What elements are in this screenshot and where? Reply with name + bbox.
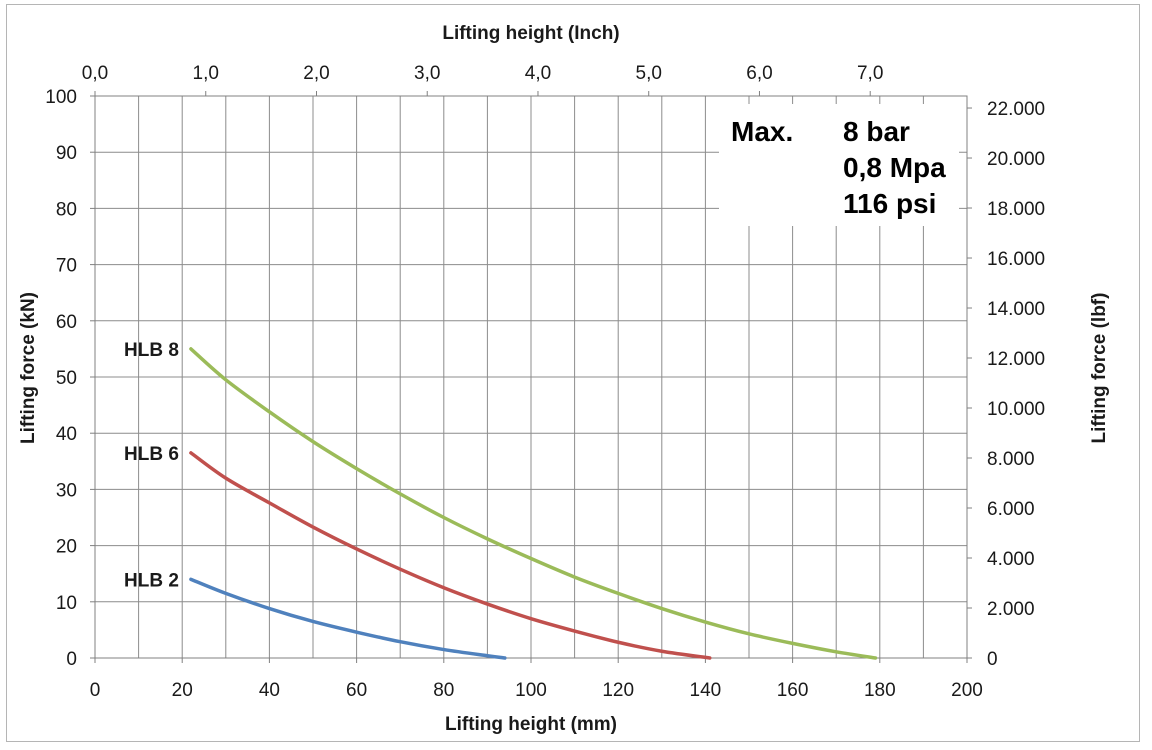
- spec-box: [719, 104, 959, 226]
- y-right-tick-label: 10.000: [987, 399, 1045, 420]
- y-tick-label: 100: [45, 87, 77, 108]
- y-tick-label: 40: [56, 424, 77, 445]
- spec-pressure-mpa: 0,8 Mpa: [843, 152, 946, 183]
- series-label-hlb-2: HLB 2: [124, 570, 179, 591]
- y-right-tick-label: 12.000: [987, 349, 1045, 370]
- y-right-tick-label: 4.000: [987, 549, 1035, 570]
- series-line-hlb-8: [189, 347, 878, 660]
- lifting-force-chart: 0 20 40 60 80 100 120 140 160 180 2000102030405060…: [18, 23, 1110, 735]
- x-tick-label: 180: [864, 680, 896, 701]
- spec-pressure-psi: 116 psi: [843, 188, 936, 219]
- y-right-tick-label: 6.000: [987, 499, 1035, 520]
- x-tick-label: 100: [515, 680, 547, 701]
- chart-frame: 0 20 40 60 80 100 120 140 160 180 200 0 10 20 30 40 50 60…: [6, 4, 1140, 742]
- data-series: [189, 347, 878, 660]
- x-tick-label: 40: [259, 680, 280, 701]
- series-line-hlb-2: [189, 577, 507, 660]
- y-right-tick-label: 8.000: [987, 449, 1035, 470]
- spec-pressure-bar: 8 bar: [843, 116, 910, 147]
- x-top-tick-label: 7,0: [857, 63, 883, 84]
- y-axis-right-title: Lifting force (lbf): [1089, 293, 1110, 444]
- y-right-tick-label: 2.000: [987, 599, 1035, 620]
- x-axis-top-title: Lifting height (Inch): [442, 23, 619, 44]
- x-top-tick-label: 2,0: [303, 63, 329, 84]
- y-axis-left-title: Lifting force (kN): [18, 292, 39, 444]
- x-top-tick-label: 4,0: [525, 63, 551, 84]
- series-labels: HLB 2 HLB 6 HLB 8: [124, 340, 179, 591]
- y-right-tick-label: 0: [987, 649, 998, 670]
- gridlines: [94, 95, 968, 659]
- series-line-hlb-6: [189, 451, 712, 660]
- x-tick-label: 140: [690, 680, 722, 701]
- y-tick-label: 50: [56, 368, 77, 389]
- x-top-tick-label: 0,0: [82, 63, 108, 84]
- tick-labels: 0 20 40 60 80 100 120 140 160 180 2000102030405060…: [45, 63, 1045, 701]
- x-top-tick-label: 3,0: [414, 63, 440, 84]
- x-tick-label: 80: [433, 680, 454, 701]
- x-axis-bottom-title: Lifting height (mm): [445, 714, 617, 735]
- y-tick-label: 60: [56, 312, 77, 333]
- series-label-hlb-8: HLB 8: [124, 340, 179, 361]
- y-tick-label: 90: [56, 143, 77, 164]
- x-tick-label: 160: [777, 680, 809, 701]
- y-right-tick-label: 16.000: [987, 249, 1045, 270]
- x-tick-label: 60: [346, 680, 367, 701]
- x-tick-label: 20: [172, 680, 193, 701]
- x-tick-label: 120: [602, 680, 634, 701]
- y-tick-label: 20: [56, 537, 77, 558]
- series-label-hlb-6: HLB 6: [124, 444, 179, 465]
- y-right-tick-label: 14.000: [987, 299, 1045, 320]
- y-tick-label: 10: [56, 593, 77, 614]
- y-tick-label: 30: [56, 480, 77, 501]
- y-right-tick-label: 20.000: [987, 149, 1045, 170]
- spec-max-label: Max.: [731, 116, 793, 147]
- y-right-tick-label: 22.000: [987, 99, 1045, 120]
- x-tick-label: 200: [951, 680, 983, 701]
- y-tick-label: 80: [56, 199, 77, 220]
- x-top-tick-label: 5,0: [636, 63, 662, 84]
- x-tick-label: 0: [90, 680, 101, 701]
- y-right-tick-label: 18.000: [987, 199, 1045, 220]
- x-top-tick-label: 1,0: [193, 63, 219, 84]
- x-top-tick-label: 6,0: [746, 63, 772, 84]
- y-tick-label: 70: [56, 256, 77, 277]
- y-tick-label: 0: [66, 649, 77, 670]
